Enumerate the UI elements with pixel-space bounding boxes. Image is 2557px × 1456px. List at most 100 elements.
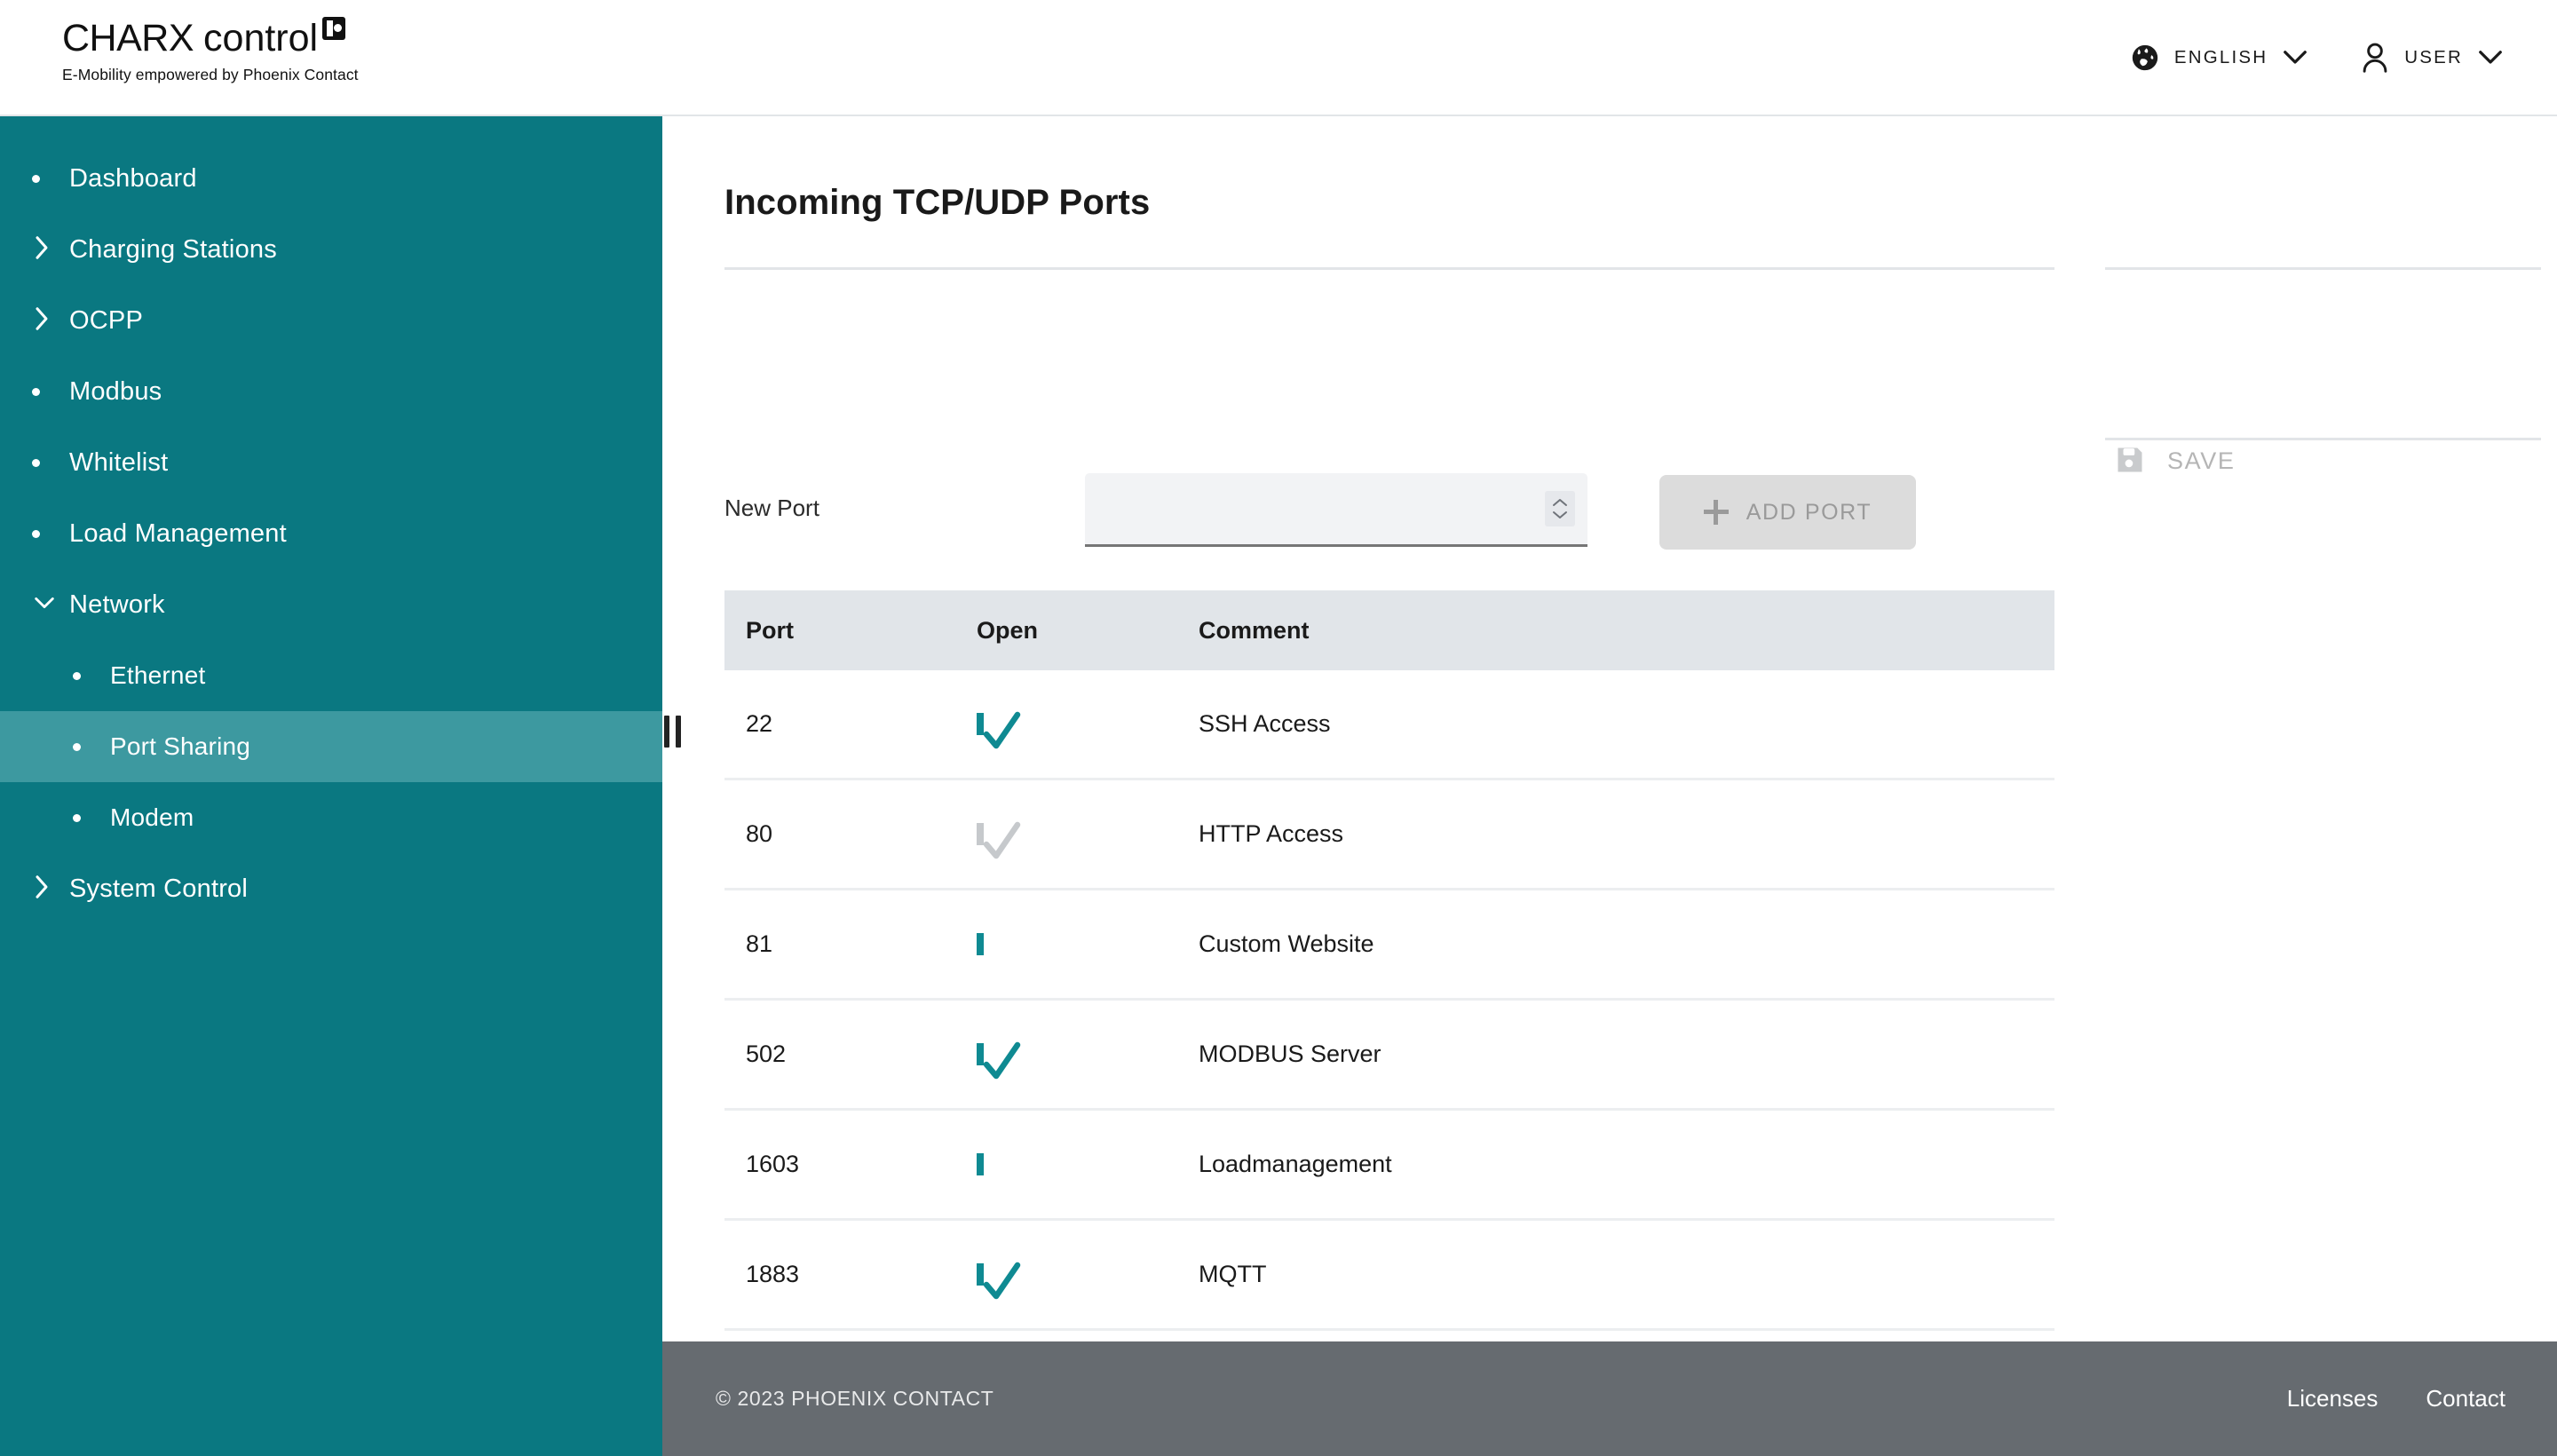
sidebar-item-load-management[interactable]: Load Management <box>0 498 662 569</box>
open-port-checkbox[interactable] <box>977 1152 984 1175</box>
port-number-cell: 22 <box>746 710 773 737</box>
top-header-bar: CHARX control E-Mobility empowered by Ph… <box>0 0 2557 116</box>
sidebar-item-marker <box>27 234 69 265</box>
bullet-icon <box>32 458 40 467</box>
sidebar-item-ethernet[interactable]: Ethernet <box>0 640 662 711</box>
sidebar-item-whitelist[interactable]: Whitelist <box>0 427 662 498</box>
language-selector[interactable]: ENGLISH <box>2130 43 2308 73</box>
footer-link-licenses[interactable]: Licenses <box>2286 1385 2379 1412</box>
port-number-cell: 1603 <box>746 1151 800 1177</box>
sidebar-item-marker <box>27 529 69 538</box>
save-button[interactable]: SAVE <box>2105 431 2244 491</box>
bullet-icon <box>32 529 40 538</box>
port-number-cell: 81 <box>746 930 773 957</box>
chevron-right-icon <box>32 874 51 905</box>
sidebar-item-label: Charging Stations <box>69 234 277 264</box>
plus-icon <box>1703 500 1729 525</box>
open-port-checkbox[interactable] <box>977 711 1021 748</box>
user-icon <box>2360 42 2390 74</box>
chevron-down-icon <box>2282 49 2308 67</box>
brand-name: CHARX <box>62 17 194 59</box>
sidebar-item-charging-stations[interactable]: Charging Stations <box>0 214 662 285</box>
table-row: 81 Custom Website <box>724 890 2054 1001</box>
port-number-cell: 502 <box>746 1041 787 1067</box>
sidebar-item-ocpp[interactable]: OCPP <box>0 285 662 356</box>
sidebar-item-label: System Control <box>69 874 249 903</box>
bullet-icon <box>32 387 40 396</box>
language-label: ENGLISH <box>2173 46 2268 67</box>
save-floppy-icon <box>2114 444 2146 479</box>
page-title: Incoming TCP/UDP Ports <box>724 183 1151 222</box>
sidebar-item-marker <box>27 174 69 183</box>
open-port-checkbox[interactable] <box>977 932 984 955</box>
ports-table-body: 22 SSH Access 80 HTTP Access 81 Custom Websit… <box>724 670 2054 1341</box>
action-panel-divider-bottom <box>2105 438 2541 440</box>
sidebar-item-label: Ethernet <box>110 661 206 689</box>
new-port-form: New Port ADD PORT <box>724 471 2056 560</box>
footer-link-contact[interactable]: Contact <box>2426 1385 2506 1412</box>
sidebar-item-marker <box>27 594 69 616</box>
brand-tagline: E-Mobility empowered by Phoenix Contact <box>62 66 359 83</box>
open-checkbox-cell <box>977 932 1199 955</box>
spinner-updown-icon[interactable] <box>1545 491 1575 526</box>
user-label: USER <box>2404 46 2463 67</box>
brand-product: control <box>203 17 319 59</box>
sidebar-item-label: Load Management <box>69 518 287 548</box>
sidebar-item-port-sharing[interactable]: Port Sharing <box>0 711 662 782</box>
page-footer: © 2023 PHOENIX CONTACT Licenses Contact <box>662 1341 2557 1456</box>
sidebar-item-network[interactable]: Network <box>0 569 662 640</box>
sidebar-item-modbus[interactable]: Modbus <box>0 356 662 427</box>
save-button-label: SAVE <box>2167 447 2236 474</box>
sidebar-item-system-control[interactable]: System Control <box>0 853 662 924</box>
sidebar-item-marker <box>27 458 69 467</box>
add-port-button[interactable]: ADD PORT <box>1659 475 1916 550</box>
sidebar-item-label: Modem <box>110 803 194 831</box>
chevron-down-icon <box>32 594 57 616</box>
bullet-icon <box>73 742 81 751</box>
sidebar-item-label: Whitelist <box>69 447 169 477</box>
sidebar-item-modem[interactable]: Modem <box>0 782 662 853</box>
new-port-input[interactable] <box>1085 473 1587 547</box>
footer-links: Licenses Contact <box>2287 1385 2506 1412</box>
comment-cell: MODBUS Server <box>1199 1041 1381 1067</box>
check-mark-icon <box>983 1262 1021 1299</box>
open-port-checkbox[interactable] <box>977 1262 1021 1299</box>
sidebar-item-label: Modbus <box>69 376 162 406</box>
sidebar-item-marker <box>27 387 69 396</box>
chevron-right-icon <box>32 305 51 336</box>
check-mark-icon <box>983 821 1021 859</box>
sidebar-resize-handle[interactable] <box>664 716 682 748</box>
new-port-label: New Port <box>724 495 819 521</box>
bullet-icon <box>73 671 81 680</box>
check-mark-icon <box>983 711 1021 748</box>
phoenix-contact-logo-icon <box>322 17 346 40</box>
sidebar-item-dashboard[interactable]: Dashboard <box>0 143 662 214</box>
open-checkbox-cell <box>977 1262 1199 1299</box>
resize-grip-bar <box>676 716 681 748</box>
column-header-comment: Comment <box>1199 616 1310 644</box>
sidebar-item-label: OCPP <box>69 305 143 335</box>
column-header-port: Port <box>746 616 794 644</box>
globe-icon <box>2130 43 2160 73</box>
table-row: 2106OCPP Remote <box>724 1331 2054 1341</box>
sidebar-item-marker <box>67 813 110 822</box>
resize-grip-bar <box>664 716 669 748</box>
open-port-checkbox[interactable] <box>977 1041 1021 1079</box>
comment-cell: Loadmanagement <box>1199 1151 1392 1177</box>
table-row: 502 MODBUS Server <box>724 1001 2054 1111</box>
open-checkbox-cell <box>977 1152 1199 1175</box>
comment-cell: HTTP Access <box>1199 820 1344 847</box>
check-mark-icon <box>983 1041 1021 1079</box>
user-menu[interactable]: USER <box>2360 42 2504 74</box>
sidebar-item-marker <box>67 671 110 680</box>
chevron-right-icon <box>32 234 51 265</box>
port-number-cell: 1883 <box>746 1261 800 1287</box>
ports-table-header-row: Port Open Comment <box>724 590 2054 670</box>
comment-cell: Custom Website <box>1199 930 1374 957</box>
open-checkbox-cell <box>977 711 1199 748</box>
brand-logo-line: CHARX control <box>62 17 359 59</box>
sidebar-item-marker <box>67 742 110 751</box>
sidebar-item-label: Port Sharing <box>110 732 251 760</box>
sidebar-item-marker <box>27 305 69 336</box>
column-header-open: Open <box>977 616 1039 644</box>
